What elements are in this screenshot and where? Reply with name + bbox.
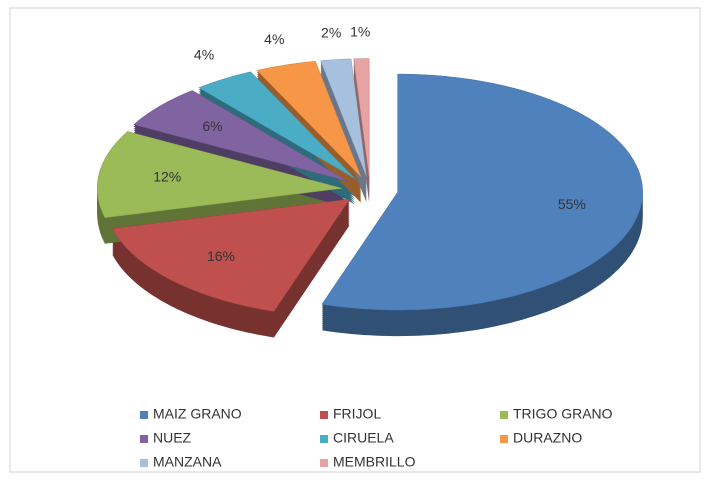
slice-side: [320, 68, 367, 187]
legend-swatch: [320, 435, 328, 443]
slice-side: [320, 70, 367, 189]
legend-label: CIRUELA: [333, 430, 394, 446]
legend-swatch: [500, 411, 508, 419]
legend-swatch: [320, 411, 328, 419]
data-label: 2%: [321, 25, 341, 41]
legend-swatch: [140, 435, 148, 443]
slice: [133, 90, 349, 182]
slice: [96, 131, 343, 218]
slice: [353, 58, 370, 177]
slice: [320, 58, 367, 177]
slice-side: [320, 62, 367, 181]
data-label: 55%: [558, 196, 586, 212]
legend-label: FRIJOL: [333, 406, 381, 422]
legend-swatch: [140, 411, 148, 419]
legend-label: MANZANA: [153, 454, 222, 470]
legend-label: MEMBRILLO: [333, 454, 416, 470]
slice: [321, 73, 643, 311]
slice: [198, 71, 356, 179]
slice-side: [320, 66, 367, 185]
slice-side: [320, 64, 367, 183]
legend-swatch: [140, 459, 148, 467]
legend-label: MAIZ GRANO: [153, 406, 242, 422]
slice: [256, 61, 362, 178]
data-label: 4%: [194, 47, 214, 63]
legend-label: NUEZ: [153, 430, 192, 446]
slice: [111, 198, 351, 312]
legend-swatch: [500, 435, 508, 443]
legend-label: TRIGO GRANO: [513, 406, 613, 422]
legend-swatch: [320, 459, 328, 467]
data-label: 1%: [350, 24, 370, 40]
legend-label: DURAZNO: [513, 430, 582, 446]
data-label: 12%: [153, 168, 181, 184]
data-label: 6%: [202, 118, 222, 134]
data-label: 16%: [207, 248, 235, 264]
data-label: 4%: [264, 31, 284, 47]
